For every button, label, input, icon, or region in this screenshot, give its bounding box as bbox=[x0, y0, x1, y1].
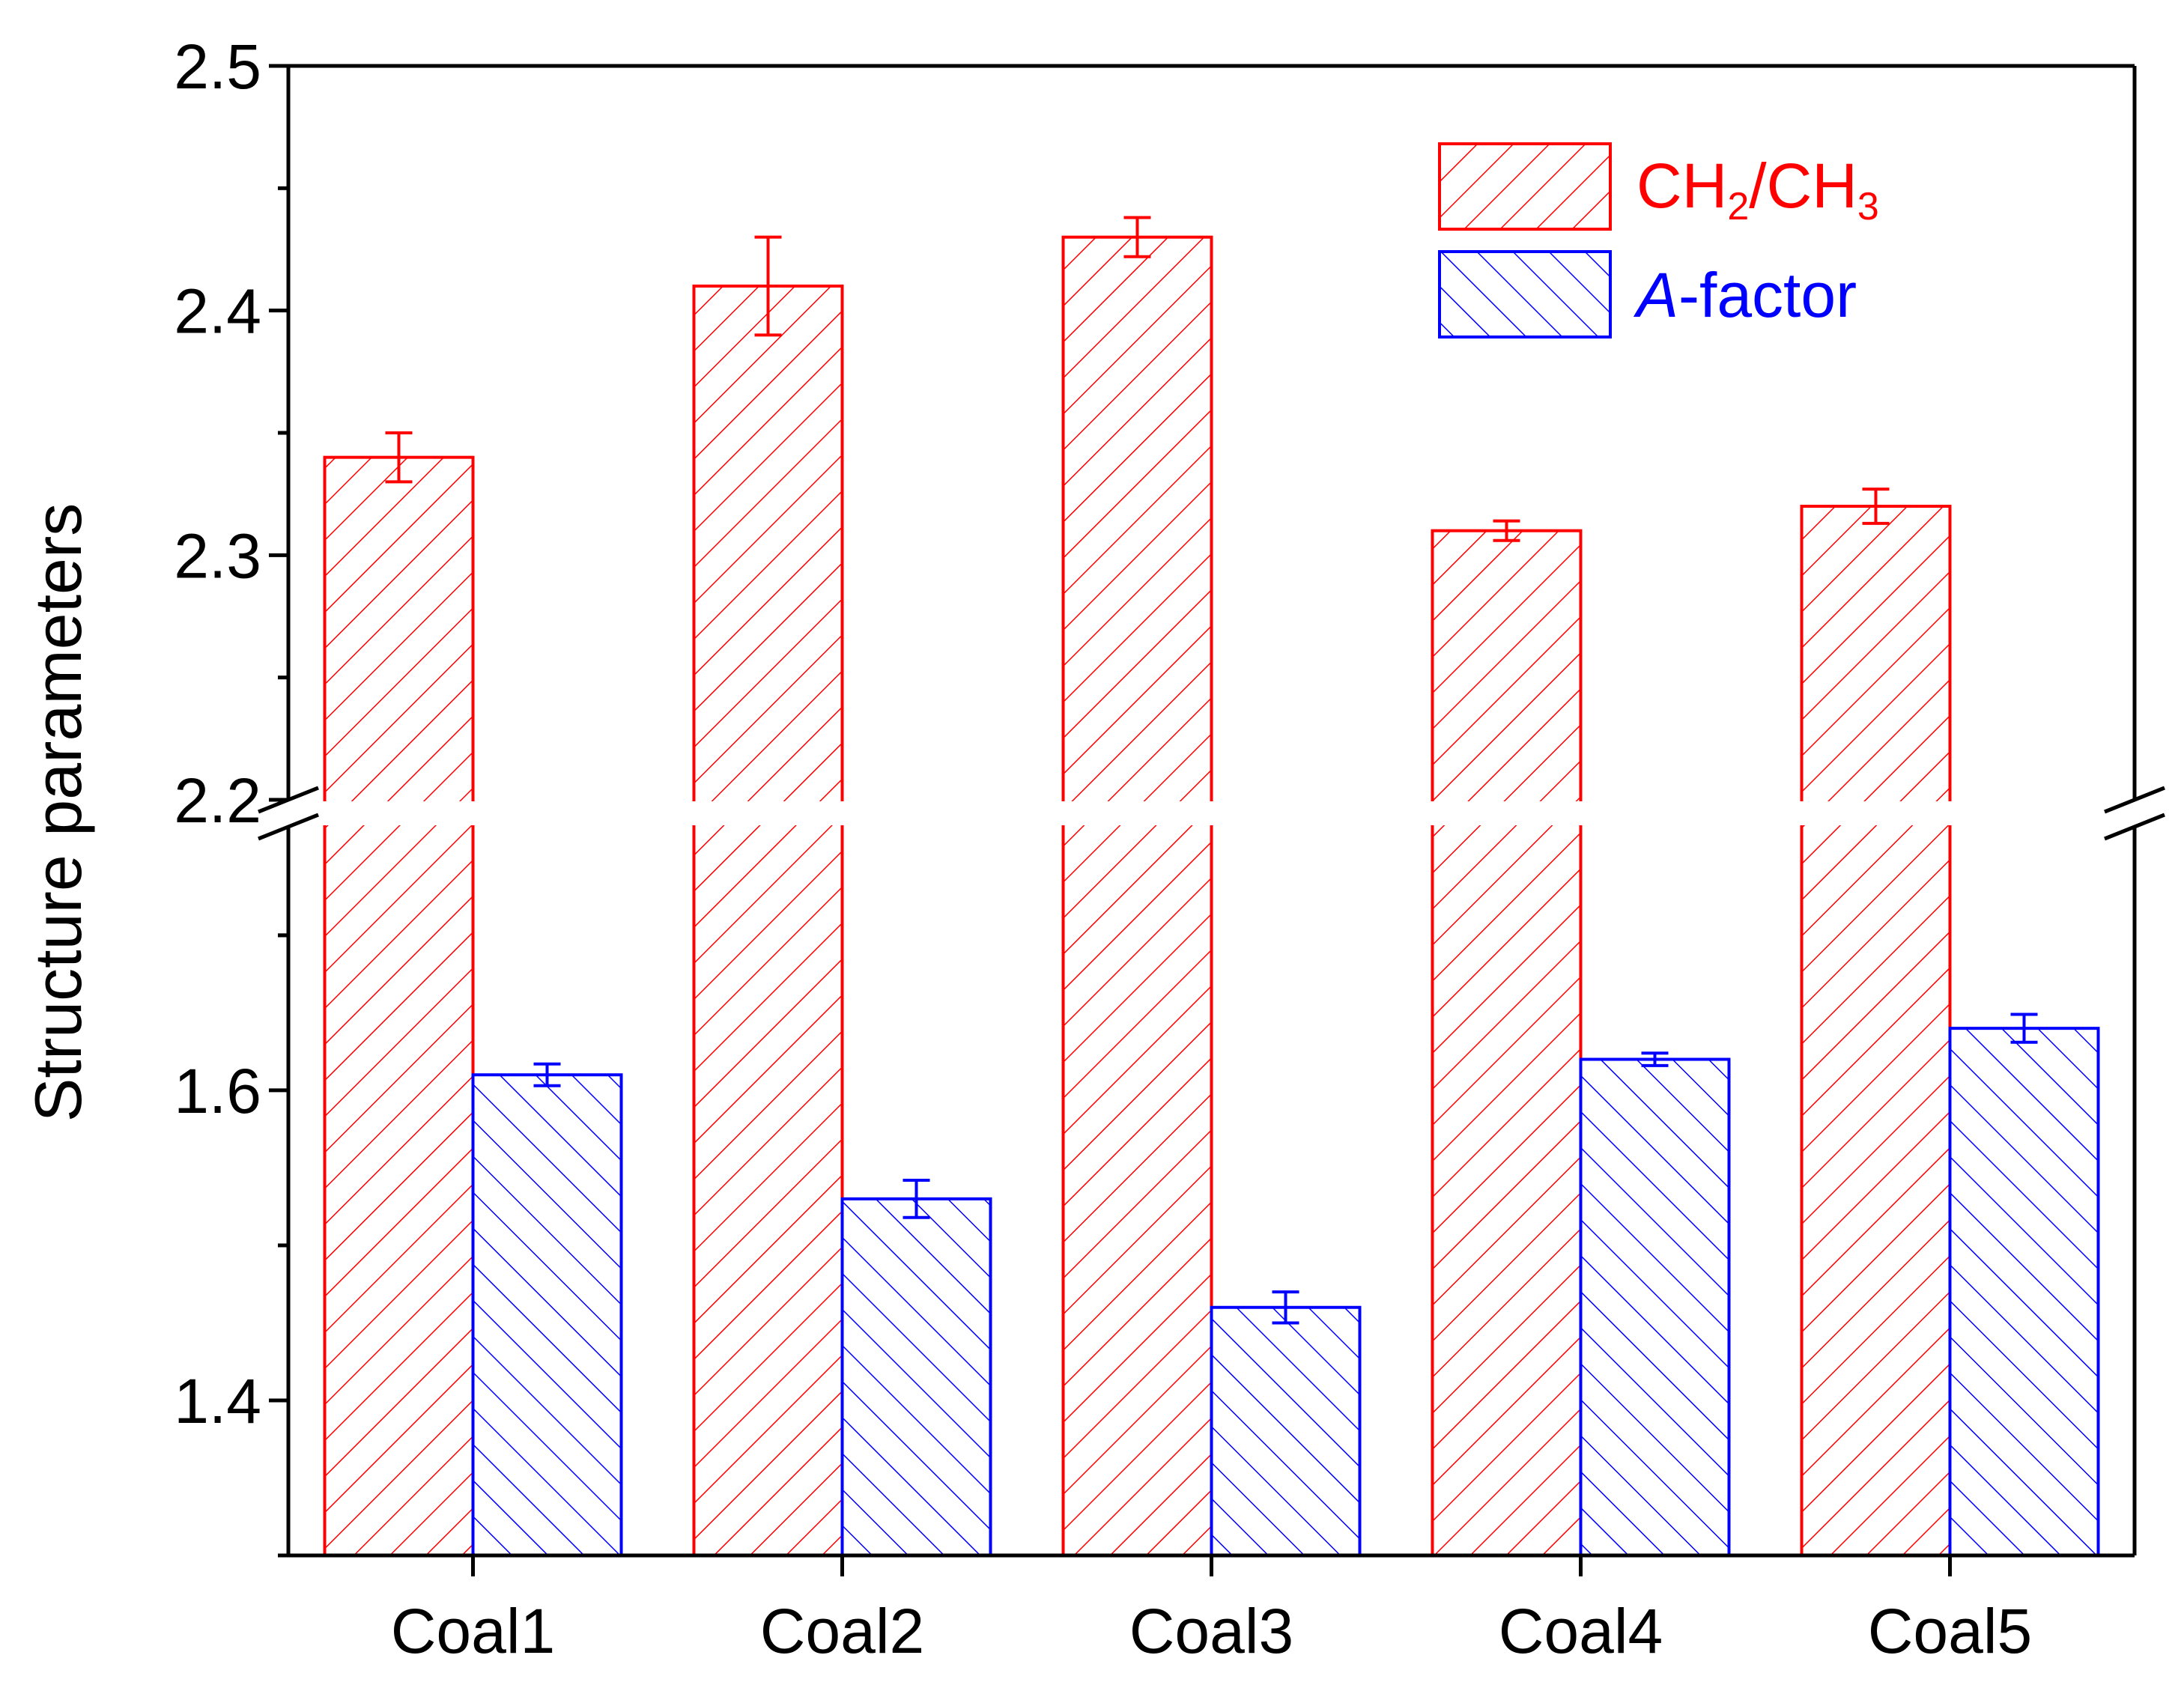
legend: CH2/CH3 A-factor bbox=[1438, 142, 1879, 338]
bar-s0-coal2 bbox=[692, 285, 844, 1557]
break-mark-upper-right bbox=[2104, 786, 2165, 814]
y-tick-label-1.6: 1.6 bbox=[174, 1056, 261, 1126]
x-tick-label-coal3: Coal3 bbox=[1129, 1596, 1293, 1666]
bar-s1-coal1 bbox=[471, 1073, 623, 1557]
y-tick-label-2.5: 2.5 bbox=[174, 31, 261, 102]
break-mark-lower-right bbox=[2104, 813, 2165, 841]
legend-label-ch2-ch3: CH2/CH3 bbox=[1637, 151, 1879, 228]
y-axis-label: Structure parameters bbox=[21, 503, 95, 1123]
y-tick-label-2.4: 2.4 bbox=[174, 276, 261, 347]
break-mark-lower-left bbox=[258, 813, 319, 841]
y-tick-label-1.4: 1.4 bbox=[174, 1366, 261, 1436]
bar-s0-coal1 bbox=[323, 455, 475, 1558]
y-tick-label-2.3: 2.3 bbox=[174, 520, 261, 591]
x-tick-label-coal4: Coal4 bbox=[1499, 1596, 1663, 1666]
legend-swatch-a-factor bbox=[1438, 250, 1612, 338]
y-tick-label-2.2: 2.2 bbox=[174, 765, 261, 836]
x-tick-label-coal5: Coal5 bbox=[1868, 1596, 2032, 1666]
axis-break-gap bbox=[258, 801, 2165, 825]
plot-area: 2.2 2.3 2.4 2.5 1.4 1.6 Coal1 Coal2 Coal3 Coal4 Co… bbox=[174, 31, 2165, 1666]
x-tick-label-coal1: Coal1 bbox=[391, 1596, 555, 1666]
legend-swatch-ch2-ch3 bbox=[1438, 142, 1612, 231]
bar-s1-coal4 bbox=[1579, 1057, 1731, 1557]
bar-s1-coal3 bbox=[1210, 1305, 1362, 1558]
x-tick-label-coal2: Coal2 bbox=[760, 1596, 924, 1666]
bar-s0-coal3 bbox=[1061, 235, 1213, 1558]
bar-s0-coal4 bbox=[1431, 529, 1583, 1558]
legend-label-a-factor: A-factor bbox=[1633, 260, 1857, 330]
bar-s1-coal5 bbox=[1948, 1027, 2100, 1557]
bar-s0-coal5 bbox=[1800, 505, 1952, 1557]
bar-s1-coal2 bbox=[840, 1197, 992, 1557]
